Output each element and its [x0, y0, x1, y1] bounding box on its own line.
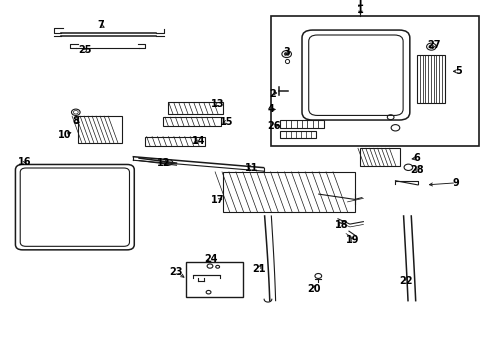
Bar — [280, 131, 316, 138]
Text: 7: 7 — [97, 21, 104, 31]
Text: 13: 13 — [211, 99, 224, 109]
Bar — [78, 116, 122, 143]
Text: 14: 14 — [192, 136, 205, 146]
Text: 16: 16 — [18, 157, 32, 167]
Text: 25: 25 — [79, 45, 92, 55]
Bar — [416, 55, 444, 103]
Text: 9: 9 — [452, 178, 459, 188]
Text: 27: 27 — [426, 40, 440, 50]
Text: 3: 3 — [283, 47, 289, 57]
Text: 11: 11 — [244, 163, 258, 173]
Bar — [185, 262, 242, 297]
Bar — [360, 148, 399, 166]
Text: 2: 2 — [268, 89, 275, 99]
FancyBboxPatch shape — [308, 35, 402, 116]
Text: 15: 15 — [219, 117, 233, 127]
Text: 6: 6 — [413, 153, 420, 163]
Text: 20: 20 — [306, 284, 320, 294]
Bar — [223, 172, 354, 212]
FancyBboxPatch shape — [20, 168, 129, 246]
Bar — [280, 120, 323, 128]
Bar — [167, 102, 223, 114]
FancyBboxPatch shape — [16, 165, 134, 250]
Text: 26: 26 — [267, 121, 281, 131]
Bar — [144, 136, 204, 147]
Text: 4: 4 — [267, 104, 274, 114]
Text: 22: 22 — [399, 275, 412, 285]
Text: 21: 21 — [252, 264, 265, 274]
Text: 10: 10 — [58, 130, 71, 140]
Text: 18: 18 — [334, 220, 347, 230]
Text: 19: 19 — [345, 235, 358, 245]
Text: 5: 5 — [454, 66, 461, 76]
Text: 8: 8 — [72, 116, 79, 126]
Text: 28: 28 — [409, 165, 423, 175]
Text: 23: 23 — [169, 267, 183, 277]
Text: 17: 17 — [211, 195, 224, 206]
Text: 1: 1 — [356, 0, 363, 8]
Text: 24: 24 — [204, 255, 217, 264]
Text: 1: 1 — [356, 5, 363, 15]
FancyBboxPatch shape — [302, 30, 409, 120]
Bar — [270, 16, 478, 147]
Text: 12: 12 — [157, 158, 170, 168]
Bar — [163, 117, 220, 126]
